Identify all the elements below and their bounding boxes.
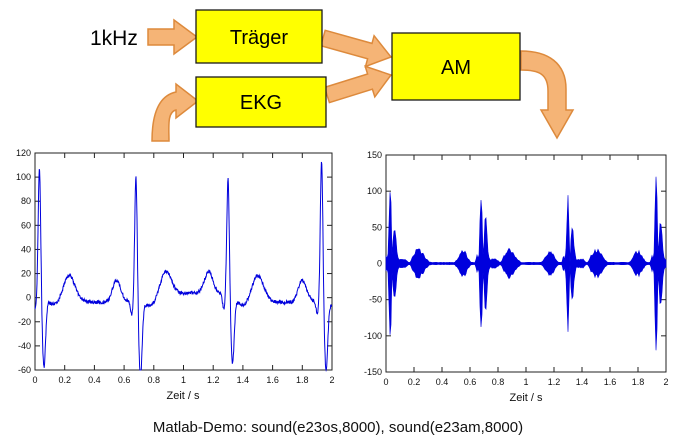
- x-tick-label: 1.2: [207, 375, 220, 385]
- block-am: AM: [392, 33, 520, 100]
- x-tick-label: 1: [523, 377, 528, 387]
- block-am-label: AM: [441, 57, 471, 79]
- block-ekg: EKG: [196, 77, 326, 127]
- arrow-output-icon: [521, 51, 573, 138]
- y-tick-label: 0: [26, 293, 31, 303]
- y-tick-label: -60: [18, 365, 31, 375]
- x-tick-label: 2: [329, 375, 334, 385]
- slide: 1kHz Träger EKG AM Zeit / s 120100806040…: [0, 0, 676, 447]
- block-traeger: Träger: [196, 10, 322, 63]
- y-tick-label: 60: [21, 220, 31, 230]
- block-diagram: 1kHz Träger EKG AM: [0, 0, 676, 147]
- x-tick-label: 0: [383, 377, 388, 387]
- arrow-traeger-am-icon: [321, 30, 391, 66]
- plot-box: [35, 153, 332, 370]
- am-trace: [386, 177, 666, 351]
- x-tick-label: 1.8: [632, 377, 645, 387]
- x-tick-label: 1.2: [548, 377, 561, 387]
- y-tick-label: -20: [18, 317, 31, 327]
- arrow-ekg-feed-icon: [152, 84, 198, 141]
- x-tick-label: 0.6: [118, 375, 131, 385]
- input-frequency-label: 1kHz: [90, 27, 138, 50]
- y-tick-label: 50: [372, 222, 382, 232]
- x-axis-label: Zeit / s: [166, 390, 200, 402]
- ecg-chart: Zeit / s 120100806040200-20-40-6000.20.4…: [5, 147, 340, 412]
- y-tick-label: 20: [21, 269, 31, 279]
- x-tick-label: 1.6: [604, 377, 617, 387]
- y-tick-label: 0: [377, 259, 382, 269]
- y-tick-label: -50: [369, 295, 382, 305]
- block-traeger-label: Träger: [230, 27, 289, 49]
- y-tick-label: 100: [367, 186, 382, 196]
- block-ekg-label: EKG: [240, 92, 282, 114]
- y-tick-label: -40: [18, 341, 31, 351]
- x-tick-label: 1.4: [576, 377, 589, 387]
- caption: Matlab-Demo: sound(e23os,8000), sound(e2…: [0, 419, 676, 436]
- x-tick-label: 0.4: [88, 375, 101, 385]
- y-tick-label: -150: [364, 367, 382, 377]
- x-tick-label: 1.4: [237, 375, 250, 385]
- x-tick-label: 0: [32, 375, 37, 385]
- arrow-ekg-am-icon: [325, 66, 391, 102]
- x-tick-label: 0.8: [492, 377, 505, 387]
- x-tick-label: 0.6: [464, 377, 477, 387]
- am-chart: Zeit / s 150100500-50-100-15000.20.40.60…: [352, 147, 674, 412]
- y-tick-label: 150: [367, 150, 382, 160]
- ecg-trace: [35, 162, 332, 370]
- x-axis-label: Zeit / s: [509, 392, 543, 404]
- y-tick-label: -100: [364, 331, 382, 341]
- x-tick-label: 1.6: [266, 375, 279, 385]
- x-tick-label: 0.4: [436, 377, 449, 387]
- x-tick-label: 0.8: [148, 375, 161, 385]
- y-tick-label: 120: [16, 148, 31, 158]
- arrow-input-icon: [148, 20, 197, 54]
- x-tick-label: 1: [181, 375, 186, 385]
- x-tick-label: 2: [663, 377, 668, 387]
- x-tick-label: 0.2: [408, 377, 421, 387]
- x-tick-label: 0.2: [58, 375, 71, 385]
- y-tick-label: 100: [16, 172, 31, 182]
- y-tick-label: 80: [21, 196, 31, 206]
- x-tick-label: 1.8: [296, 375, 309, 385]
- y-tick-label: 40: [21, 244, 31, 254]
